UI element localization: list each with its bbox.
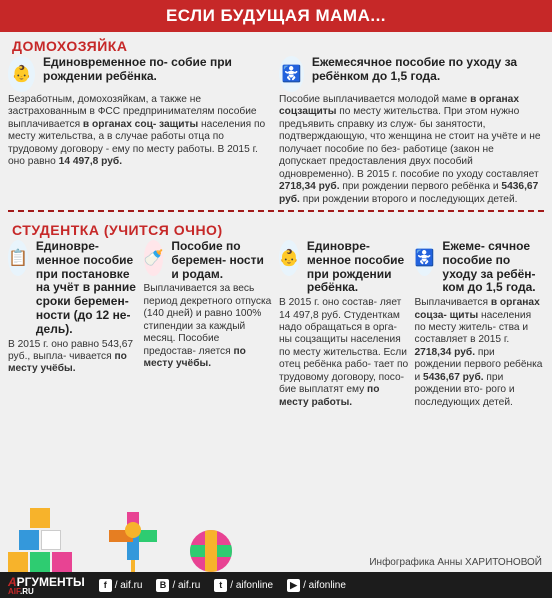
stroller-icon: 🚼 xyxy=(415,240,435,276)
tw-icon: t xyxy=(214,579,227,592)
benefit-item: 🚼 Ежемесячное пособие по уходу за ребёнк… xyxy=(279,56,544,206)
baby-icon: 👶 xyxy=(279,240,299,276)
social-vk[interactable]: B/ aif.ru xyxy=(156,579,200,592)
benefit-item: 🍼 Пособие по беремен- ности и родам. Вып… xyxy=(144,240,274,409)
item-title: Единовременное по- собие при рождении ре… xyxy=(43,56,273,84)
benefit-item: 👶 Единовре- менное пособие при рождении … xyxy=(279,240,409,409)
page-title: ЕСЛИ БУДУЩАЯ МАМА... xyxy=(0,0,552,32)
benefit-item: 🚼 Ежеме- сячное пособие по уходу за ребё… xyxy=(415,240,545,409)
item-title: Ежеме- сячное пособие по уходу за ребён-… xyxy=(442,240,544,295)
item-body: Пособие выплачивается молодой маме в орг… xyxy=(279,92,544,206)
infographic-page: ЕСЛИ БУДУЩАЯ МАМА... ДОМОХОЗЯЙКА 👶 Едино… xyxy=(0,0,552,598)
vk-icon: B xyxy=(156,579,169,592)
item-title: Пособие по беремен- ности и родам. xyxy=(171,240,273,281)
section1-title: ДОМОХОЗЯЙКА xyxy=(0,32,552,56)
stroller-icon: 🚼 xyxy=(279,56,304,92)
section2-row: 📋 Единовре- менное пособие при постановк… xyxy=(0,240,552,409)
item-body: Безработным, домохозяйкам, а также не за… xyxy=(8,92,273,169)
social-yt[interactable]: ▶/ aifonline xyxy=(287,579,346,592)
benefit-item: 👶 Единовременное по- собие при рождении … xyxy=(8,56,273,206)
toys-illustration xyxy=(8,502,248,572)
item-body: Выплачивается в органах соцза- щиты насе… xyxy=(415,295,545,409)
item-title: Ежемесячное пособие по уходу за ребёнком… xyxy=(312,56,544,84)
fb-icon: f xyxy=(99,579,112,592)
item-body: В 2015 г. оно состав- ляет 14 497,8 руб.… xyxy=(279,295,409,409)
pacifier-icon: 🍼 xyxy=(144,240,164,276)
section1-row: 👶 Единовременное по- собие при рождении … xyxy=(0,56,552,206)
item-title: Единовре- менное пособие при постановке … xyxy=(36,240,138,337)
aif-logo: АРГУМЕНТЫ AIF.RU xyxy=(8,575,85,595)
yt-icon: ▶ xyxy=(287,579,300,592)
footer: Инфографика Анны ХАРИТОНОВОЙ АРГУМЕНТЫ A… xyxy=(0,498,552,598)
item-body: Выплачивается за весь период декретного … xyxy=(144,281,274,370)
baby-icon: 👶 xyxy=(8,56,35,92)
social-fb[interactable]: f/ aif.ru xyxy=(99,579,143,592)
section2-title: СТУДЕНТКА (УЧИТСЯ ОЧНО) xyxy=(0,216,552,240)
footer-bar: АРГУМЕНТЫ AIF.RU f/ aif.ru B/ aif.ru t/ … xyxy=(0,572,552,598)
item-title: Единовре- менное пособие при рождении ре… xyxy=(307,240,409,295)
divider xyxy=(8,210,544,212)
social-tw[interactable]: t/ aifonline xyxy=(214,579,273,592)
credit-text: Инфографика Анны ХАРИТОНОВОЙ xyxy=(369,557,542,568)
benefit-item: 📋 Единовре- менное пособие при постановк… xyxy=(8,240,138,409)
item-body: В 2015 г. оно равно 543,67 руб., выпла- … xyxy=(8,337,138,376)
clipboard-icon: 📋 xyxy=(8,240,28,276)
